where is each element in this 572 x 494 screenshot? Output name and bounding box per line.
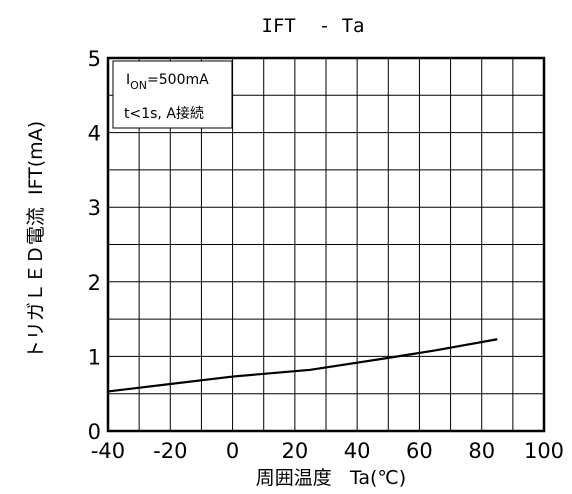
annotation-rest: =500mA bbox=[147, 72, 209, 88]
x-tick-labels: -40 -20 0 20 40 60 80 100 bbox=[91, 439, 564, 463]
y-tick-label: 3 bbox=[88, 196, 101, 220]
series-line bbox=[107, 338, 498, 393]
x-tick-label: 40 bbox=[344, 439, 371, 463]
x-axis-label: 周囲温度 Ta(℃) bbox=[256, 467, 406, 489]
plot-border bbox=[106, 56, 546, 433]
y-axis-label: トリガＬＥＤ電流 IFT(mA) bbox=[25, 121, 47, 359]
annotation-line-2: t<1s, A接続 bbox=[124, 105, 204, 122]
x-tick-label: 80 bbox=[468, 439, 495, 463]
y-tick-label: 1 bbox=[88, 345, 101, 369]
x-tick-label: -40 bbox=[91, 439, 125, 463]
y-tick-label: 5 bbox=[88, 47, 101, 71]
chart-title: IFT - Ta bbox=[262, 15, 365, 37]
annotation-base: I bbox=[126, 72, 130, 88]
x-tick-label: 0 bbox=[226, 439, 239, 463]
annotation-subscript: ON bbox=[130, 79, 147, 92]
x-tick-label: 20 bbox=[281, 439, 308, 463]
annotation-box bbox=[112, 60, 233, 129]
y-tick-label: 4 bbox=[88, 122, 101, 146]
y-tick-label: 2 bbox=[88, 271, 101, 295]
series-group bbox=[107, 338, 498, 393]
y-tick-labels: 0 1 2 3 4 5 bbox=[88, 47, 101, 444]
x-tick-label: 100 bbox=[524, 439, 564, 463]
annotation-line-1: ION=500mA bbox=[126, 72, 209, 92]
condition-annotation: ION=500mA t<1s, A接続 bbox=[112, 60, 233, 129]
x-tick-label: 60 bbox=[406, 439, 433, 463]
plot-frame bbox=[106, 56, 546, 433]
x-tick-label: -20 bbox=[153, 439, 187, 463]
grid-lines bbox=[108, 58, 544, 431]
y-tick-label: 0 bbox=[88, 420, 101, 444]
